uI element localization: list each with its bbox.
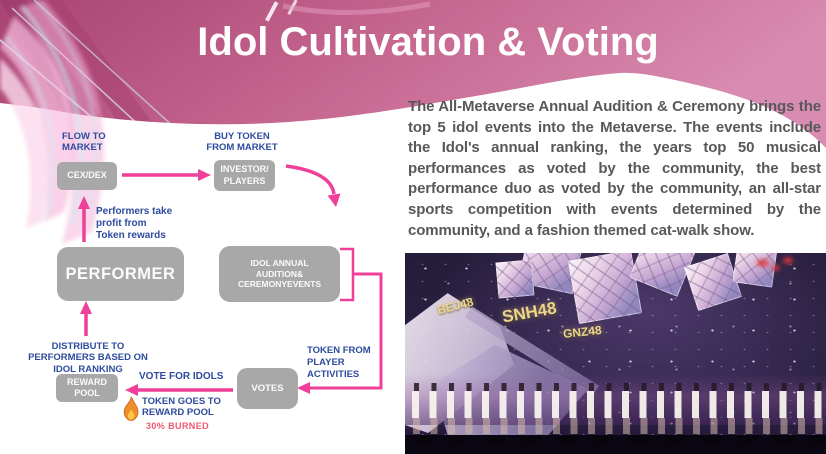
photo-performers-row — [405, 391, 826, 418]
node-performer: PERFORMER — [57, 247, 184, 301]
photo-performers-heads — [405, 383, 826, 392]
bracket-idol-annual — [340, 247, 355, 302]
node-cex-dex: CEX/DEX — [57, 162, 117, 190]
label-distribute-to-performers: DISTRIBUTE TO PERFORMERS BASED ON IDOL R… — [28, 341, 148, 375]
arrow-votes-to-rewardpool — [125, 384, 233, 396]
label-token-goes-to-reward-pool: TOKEN GOES TO REWARD POOL — [142, 396, 221, 419]
photo-audience-silhouettes — [405, 435, 826, 454]
node-votes: VOTES — [237, 368, 298, 409]
label-30-percent-burned: 30% BURNED — [146, 421, 210, 431]
photo-red-light — [771, 265, 780, 271]
arrow-performer-to-cexdex — [78, 196, 90, 242]
flame-icon — [123, 396, 139, 421]
slide-title: Idol Cultivation & Voting — [197, 20, 659, 64]
label-flow-to-market: FLOW TO MARKET — [62, 131, 106, 154]
label-vote-for-idols: VOTE FOR IDOLS — [139, 371, 224, 382]
node-reward-pool: REWARD POOL — [56, 374, 118, 402]
arrow-rewardpool-to-performer — [80, 301, 92, 336]
photo-led-cube — [567, 253, 643, 325]
label-buy-token-from-market: BUY TOKEN FROM MARKET — [206, 131, 278, 154]
node-idol-annual-audition: IDOL ANNUAL AUDITION& CEREMONYEVENTS — [219, 246, 340, 302]
photo-led-cube — [732, 253, 778, 288]
ceremony-photo: BEJ48 SNH48 GNZ48 — [405, 253, 826, 454]
photo-red-light — [783, 257, 793, 264]
header-background — [0, 0, 826, 148]
node-investor-players: INVESTOR/ PLAYERS — [214, 160, 275, 191]
photo-red-light — [757, 259, 769, 267]
photo-led-cube — [495, 259, 535, 299]
label-token-from-player-activities: TOKEN FROM PLAYER ACTIVITIES — [307, 345, 371, 380]
photo-performers-legs — [405, 418, 826, 434]
description-paragraph: The All-Metaverse Annual Audition & Cere… — [408, 98, 821, 239]
label-performers-take-profit: Performers take profit from Token reward… — [96, 206, 173, 241]
